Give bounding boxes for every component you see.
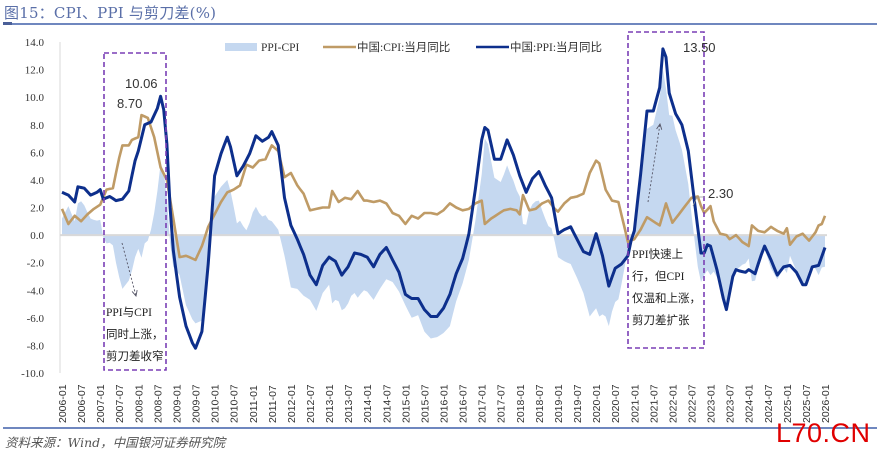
series-lines bbox=[60, 47, 827, 350]
y-tick-label: 10.0 bbox=[25, 92, 45, 104]
legend-label-cpi: 中国:CPI:当月同比 bbox=[357, 40, 450, 54]
annotation-note-line: PPI快速上 bbox=[632, 248, 683, 261]
annotation-note-line: 剪刀差收窄 bbox=[106, 349, 164, 363]
legend-label-ppi-cpi: PPI-CPI bbox=[261, 42, 300, 54]
x-tick-label: 2017-07 bbox=[496, 384, 508, 423]
x-tick-label: 2014-01 bbox=[362, 384, 374, 423]
y-tick-label: 14.0 bbox=[25, 37, 45, 49]
chart-canvas: 14.0 12.0 10.0 8.0 6.0 4.0 2.0 0.0 -2.0 -4.0 -6.0 -… bbox=[21, 31, 832, 423]
x-tick-label: 2009-07 bbox=[191, 384, 203, 423]
x-tick-label: 2018-07 bbox=[534, 384, 546, 423]
value-label: 2.30 bbox=[708, 186, 733, 201]
ppi-cpi-area-group bbox=[62, 69, 825, 339]
x-tick-label: 2018-01 bbox=[515, 384, 527, 423]
value-label: 13.50 bbox=[683, 40, 716, 55]
annotation-box bbox=[627, 31, 705, 349]
x-tick-label: 2022-01 bbox=[667, 384, 679, 423]
source-note: 资料来源：Wind，中国银河证券研究院 bbox=[5, 435, 226, 450]
x-tick-label: 2009-01 bbox=[171, 384, 183, 423]
value-label: 10.06 bbox=[125, 76, 158, 91]
x-tick-label: 2024-07 bbox=[763, 384, 775, 423]
annotation-note-line: 仅温和上涨， bbox=[632, 291, 701, 305]
value-label: 8.70 bbox=[117, 96, 142, 111]
y-tick-label: 0.0 bbox=[30, 230, 44, 242]
legend: PPI-CPI 中国:CPI:当月同比 中国:PPI:当月同比 bbox=[225, 40, 602, 54]
x-tick-label: 2008-01 bbox=[133, 384, 145, 423]
y-tick-label: 6.0 bbox=[30, 147, 44, 159]
x-tick-label: 2016-01 bbox=[439, 384, 451, 423]
y-axis-ticks: 14.0 12.0 10.0 8.0 6.0 4.0 2.0 0.0 -2.0 -4.0 -6.0 -… bbox=[21, 37, 44, 380]
x-tick-label: 2007-01 bbox=[95, 384, 107, 423]
x-tick-label: 2017-01 bbox=[477, 384, 489, 423]
x-tick-label: 2010-07 bbox=[229, 384, 241, 423]
x-tick-label: 2014-07 bbox=[381, 384, 393, 423]
chart-title: 图15：CPI、PPI 与剪刀差(%) bbox=[4, 4, 217, 22]
x-tick-label: 2012-01 bbox=[286, 384, 298, 423]
legend-label-ppi: 中国:PPI:当月同比 bbox=[510, 40, 602, 54]
x-tick-label: 2023-01 bbox=[706, 384, 718, 423]
x-tick-label: 2025-01 bbox=[782, 384, 794, 423]
ppi-line bbox=[61, 47, 827, 350]
y-tick-label: -8.0 bbox=[27, 340, 45, 352]
x-tick-label: 2024-01 bbox=[744, 384, 756, 423]
x-tick-label: 2015-07 bbox=[419, 384, 431, 423]
y-tick-label: 8.0 bbox=[30, 120, 44, 132]
x-tick-label: 2023-07 bbox=[725, 384, 737, 423]
annotation-note-line: 行，但CPI bbox=[632, 270, 685, 283]
y-tick-label: -4.0 bbox=[27, 285, 45, 297]
y-tick-label: 12.0 bbox=[25, 65, 45, 77]
y-tick-label: 2.0 bbox=[30, 203, 44, 215]
x-tick-label: 2019-07 bbox=[572, 384, 584, 423]
x-tick-label: 2019-01 bbox=[553, 384, 565, 423]
trend-arrow bbox=[121, 242, 137, 297]
trend-arrow bbox=[647, 123, 661, 203]
ppi-cpi-area bbox=[62, 69, 825, 339]
y-tick-label: -2.0 bbox=[27, 258, 45, 270]
annotation-note-line: 同时上涨， bbox=[106, 328, 164, 341]
arrow-head-icon bbox=[131, 290, 138, 298]
annotation-note-line: PPI与CPI bbox=[106, 306, 152, 319]
y-tick-label: -6.0 bbox=[27, 313, 45, 325]
value-annotations: 10.06 8.70 13.50 2.30 bbox=[117, 40, 733, 207]
arrow-head-icon bbox=[656, 122, 663, 130]
x-tick-label: 2008-07 bbox=[152, 384, 164, 423]
x-tick-label: 2011-01 bbox=[248, 385, 260, 423]
footer-rule bbox=[3, 427, 877, 429]
cpi-line bbox=[60, 113, 827, 262]
y-tick-label: -10.0 bbox=[21, 368, 44, 380]
x-tick-label: 2026-01 bbox=[820, 384, 832, 423]
annotation-box bbox=[103, 52, 167, 371]
x-tick-label: 2020-07 bbox=[610, 384, 622, 423]
x-tick-label: 2012-07 bbox=[305, 384, 317, 423]
x-tick-label: 2010-01 bbox=[210, 384, 222, 423]
leader-line bbox=[692, 196, 705, 207]
x-tick-label: 2025-07 bbox=[801, 384, 813, 423]
x-tick-label: 2011-07 bbox=[267, 385, 279, 423]
y-tick-label: 4.0 bbox=[30, 175, 44, 187]
watermark: L70.CN bbox=[776, 418, 871, 448]
x-tick-label: 2022-07 bbox=[686, 384, 698, 423]
x-tick-label: 2021-07 bbox=[648, 384, 660, 423]
x-tick-label: 2006-07 bbox=[76, 384, 88, 423]
annotation-note-line: 剪刀差扩张 bbox=[632, 313, 690, 327]
x-tick-label: 2013-07 bbox=[343, 384, 355, 423]
legend-swatch-ppi-cpi bbox=[225, 43, 257, 51]
x-tick-label: 2007-07 bbox=[114, 384, 126, 423]
x-tick-label: 2006-01 bbox=[57, 384, 69, 423]
x-tick-label: 2013-01 bbox=[324, 384, 336, 423]
title-rule-accent bbox=[3, 22, 12, 25]
x-tick-label: 2015-01 bbox=[400, 384, 412, 423]
title-rule bbox=[3, 23, 877, 25]
x-tick-label: 2016-07 bbox=[458, 384, 470, 423]
x-tick-label: 2020-01 bbox=[591, 384, 603, 423]
x-tick-label: 2021-01 bbox=[629, 384, 641, 423]
x-axis-ticks: 2006-01 2006-07 2007-01 2007-07 2008-01 2008-… bbox=[57, 384, 832, 423]
